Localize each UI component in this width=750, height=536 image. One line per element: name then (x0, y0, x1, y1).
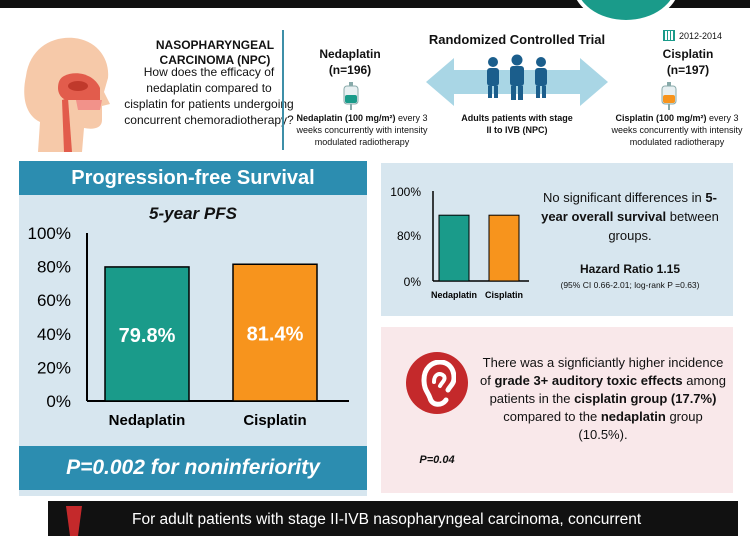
rct-label: Randomized Controlled Trial (428, 32, 606, 47)
iv-bag-icon (661, 82, 677, 110)
y-tick-label: 0% (404, 275, 422, 289)
bar-nedaplatin (438, 214, 470, 282)
x-tick-label: Nedaplatin (109, 412, 186, 429)
bar-cisplatin (488, 214, 520, 282)
y-tick-label: 40% (37, 325, 71, 344)
study-years: 2012-2014 (663, 30, 722, 41)
conclusion-bar: For adult patients with stage II-IVB nas… (48, 501, 738, 536)
people-icon (487, 54, 547, 100)
data-label: 79.8% (119, 325, 176, 347)
x-tick-label: Nedaplatin (431, 290, 477, 300)
years-label: 2012-2014 (679, 30, 723, 41)
y-tick-label: 0% (46, 392, 71, 411)
ear-icon (421, 360, 456, 407)
cisplatin-n: (n=197) (666, 63, 710, 77)
head-profile-icon (24, 37, 110, 152)
corner-logo-circle (572, 0, 680, 24)
top-bar (0, 0, 750, 8)
bar-cisplatin (232, 263, 318, 402)
cisplatin-dose: Cisplatin (100 mg/m²) every 3 weeks conc… (611, 113, 743, 147)
y-tick-label: 20% (37, 358, 71, 377)
cisplatin-name: Cisplatin (662, 47, 714, 61)
os-bar-chart: 100% 80% 0% Nedaplatin Cisplatin (390, 185, 529, 300)
y-tick-label: 60% (37, 291, 71, 310)
nedaplatin-dose: Nedaplatin (100 mg/m²) every 3 weeks con… (296, 113, 428, 147)
warning-icon (66, 506, 82, 536)
y-tick-label: 100% (28, 225, 71, 243)
ototox-finding: There was a signficiantly higher inciden… (479, 355, 727, 442)
nedaplatin-n: (n=196) (328, 63, 372, 77)
pfs-bar-chart: 100% 80% 60% 40% 20% 0% 79.8% Nedaplatin 81.4% Ci… (28, 225, 349, 429)
data-label: 81.4% (247, 324, 304, 346)
study-question: How does the efficacy of nedaplatin comp… (124, 65, 294, 127)
y-tick-label: 100% (390, 185, 421, 199)
pfs-banner: Progression-free Survival (19, 161, 367, 195)
iv-bag-icon (343, 82, 359, 110)
hazard-ratio: Hazard Ratio 1.15 (579, 262, 681, 276)
y-tick-label: 80% (397, 229, 421, 243)
bar-nedaplatin (104, 266, 190, 402)
calendar-icon (663, 30, 675, 41)
pfs-subtitle: 5-year PFS (149, 204, 237, 223)
cisplatin-arm-title: Cisplatin (n=197) (640, 46, 736, 78)
nedaplatin-arm-title: Nedaplatin (n=196) (302, 46, 398, 78)
x-tick-label: Cisplatin (485, 290, 523, 300)
ototox-p-value: P=0.04 (419, 454, 455, 466)
y-tick-label: 80% (37, 258, 71, 277)
nedaplatin-name: Nedaplatin (319, 47, 381, 61)
x-tick-label: Cisplatin (243, 412, 306, 429)
os-finding: No significant differences in 5-year ove… (541, 190, 719, 243)
npc-title: NASOPHARYNGEAL CARCINOMA (NPC) (155, 38, 275, 67)
pfs-p-value: P=0.002 for noninferiority (19, 446, 367, 490)
header-divider (282, 30, 284, 150)
confidence-interval: (95% CI 0.66-2.01; log-rank P =0.63) (560, 280, 700, 290)
double-arrow-icon (426, 54, 608, 106)
population-label: Adults patients with stage II to IVB (NP… (461, 113, 573, 135)
